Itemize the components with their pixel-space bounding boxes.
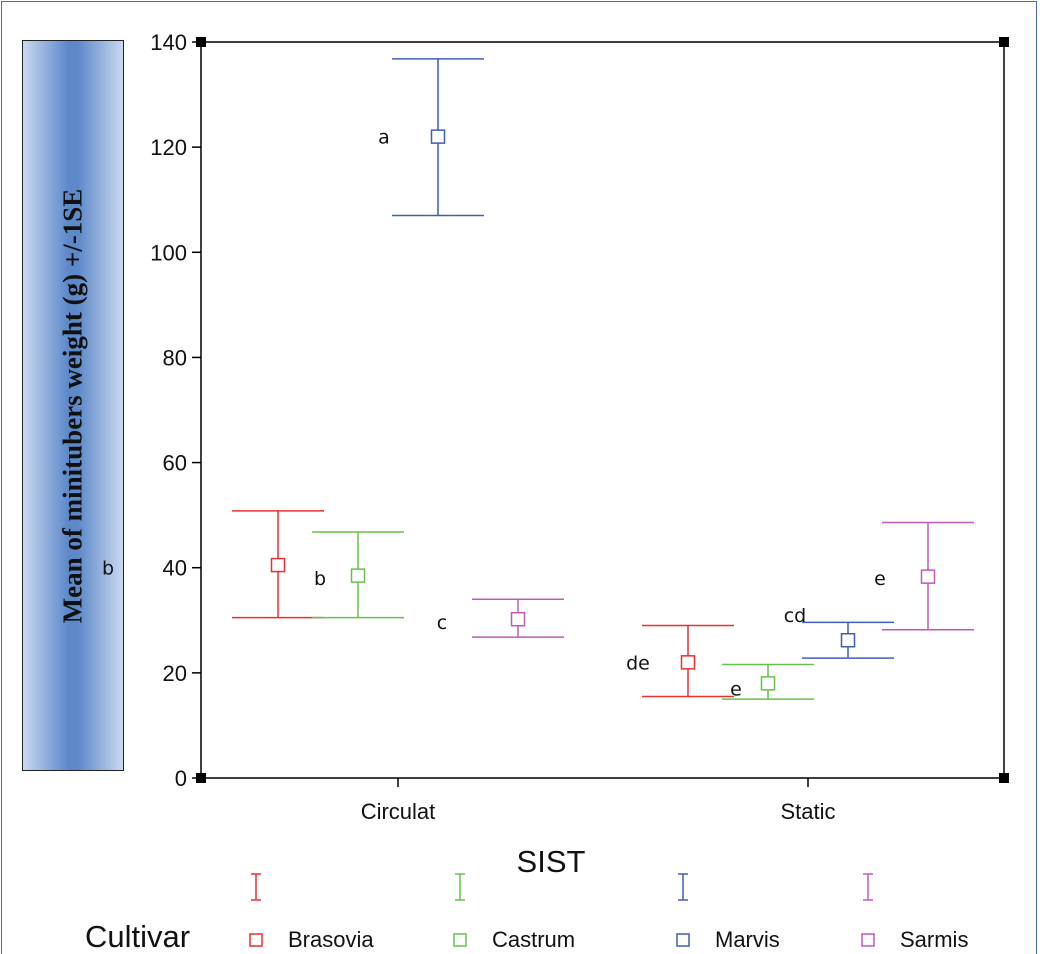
legend-title: Cultivar — [85, 919, 190, 954]
mean-marker — [920, 569, 936, 584]
mean-marker — [430, 129, 446, 144]
mean-marker — [510, 611, 526, 627]
legend-entry-label: Marvis — [715, 927, 780, 952]
y-tick-label: 140 — [150, 30, 187, 55]
mean-marker — [350, 568, 366, 583]
legend-entry-label: Brasovia — [288, 927, 374, 952]
x-tick-label: Static — [780, 799, 835, 824]
significance-letter: e — [730, 679, 742, 701]
x-axis-label: SIST — [517, 844, 586, 879]
significance-letter: e — [874, 568, 886, 590]
legend-entry-label: Castrum — [492, 927, 575, 952]
y-axis-label-box: Mean of minitubers weight (g) +/-1SE — [22, 40, 124, 771]
y-tick-label: 80 — [163, 345, 187, 370]
mean-marker — [760, 676, 776, 691]
significance-letter: c — [437, 612, 447, 634]
y-tick-label: 60 — [163, 451, 187, 476]
plot-area-frame — [200, 41, 1005, 779]
y-tick-label: 100 — [150, 240, 187, 265]
corner-marker — [999, 773, 1009, 783]
legend-marker-icon — [676, 933, 690, 947]
x-tick-label: Circulat — [361, 799, 436, 824]
mean-marker — [680, 655, 696, 670]
significance-letter: b — [102, 558, 114, 580]
y-tick-label: 0 — [175, 766, 187, 791]
significance-letter: cd — [784, 605, 807, 627]
legend-marker-icon — [861, 933, 875, 947]
legend-marker-icon — [249, 933, 263, 947]
legend-entry-label: Sarmis — [900, 927, 968, 952]
significance-letter: b — [314, 568, 326, 590]
corner-marker — [999, 37, 1009, 47]
mean-marker — [270, 557, 286, 573]
y-tick-label: 120 — [150, 135, 187, 160]
significance-letter: de — [626, 652, 650, 674]
mean-marker — [840, 633, 856, 648]
y-tick-label: 40 — [163, 556, 187, 581]
y-tick-label: 20 — [163, 661, 187, 686]
legend-marker-icon — [453, 933, 467, 947]
significance-letter: a — [378, 127, 390, 149]
